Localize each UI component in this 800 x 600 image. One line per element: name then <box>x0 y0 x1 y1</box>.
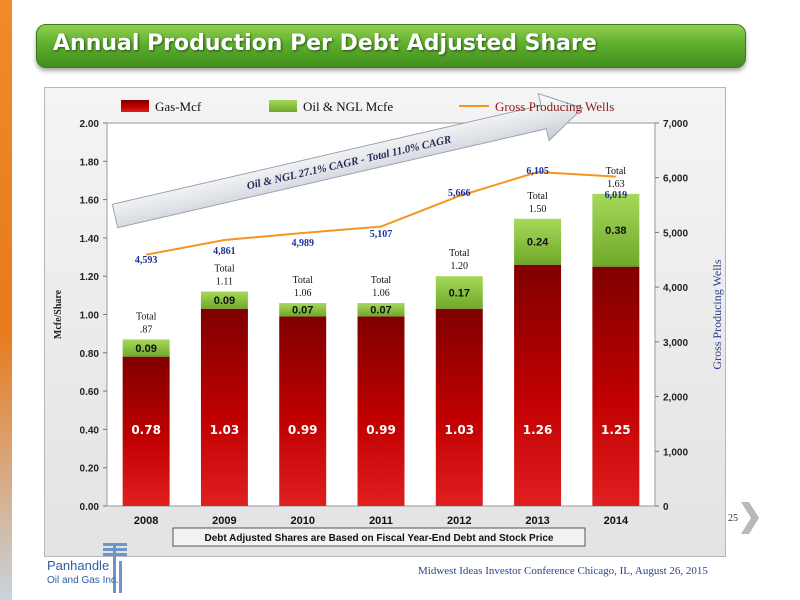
cagr-arrow-shape <box>111 92 584 229</box>
legend-label-oil: Oil & NGL Mcfe <box>303 99 393 114</box>
bar-oil-2011 <box>357 303 405 317</box>
wells-value-label: 4,861 <box>213 246 236 257</box>
bar-oil-2012 <box>435 276 483 309</box>
next-chevron-icon[interactable] <box>738 500 762 536</box>
y2-tick-label: 0 <box>663 502 669 513</box>
logo-text-subtitle: Oil and Gas Inc. <box>47 575 119 586</box>
oil-value-label: 0.09 <box>135 343 156 355</box>
wells-value-label: 6,105 <box>526 166 549 177</box>
total-value-label: .87 <box>140 324 153 335</box>
bar-gas-2013 <box>514 264 562 506</box>
y-tick-label: 0.00 <box>80 502 100 513</box>
y-tick-label: 1.20 <box>80 272 100 283</box>
x-tick-label: 2010 <box>290 515 314 527</box>
total-prefix-label: Total <box>214 264 235 275</box>
y2-tick-label: 3,000 <box>663 338 688 349</box>
legend-swatch-oil <box>269 100 297 112</box>
production-chart: 0.00 0.20 0.40 0.60 0.80 1.00 1.20 1.40 1.60 1.80… <box>53 92 724 547</box>
y2-tick-label: 4,000 <box>663 283 688 294</box>
chart-frame: 0.00 0.20 0.40 0.60 0.80 1.00 1.20 1.40 1.60 1.80… <box>44 87 726 557</box>
total-value-label: 1.06 <box>372 288 390 299</box>
gas-value-label: 0.99 <box>366 423 396 437</box>
oil-value-label: 0.17 <box>449 287 470 299</box>
y2-tick-label: 2,000 <box>663 393 688 404</box>
gas-value-label: 0.99 <box>288 423 318 437</box>
oil-value-label: 0.24 <box>527 237 549 249</box>
y2-axis-title: Gross Producing Wells <box>710 259 724 369</box>
gas-value-label: 0.78 <box>131 423 161 437</box>
total-value-label: 1.20 <box>451 261 469 272</box>
total-prefix-label: Total <box>527 191 548 202</box>
page-number: 25 <box>728 513 738 524</box>
company-logo: Panhandle Oil and Gas Inc. <box>45 543 135 595</box>
oil-value-label: 0.09 <box>214 295 235 307</box>
x-tick-label: 2009 <box>212 515 236 527</box>
y-tick-label: 1.00 <box>80 311 100 322</box>
y-tick-label: 2.00 <box>80 119 100 130</box>
x-tick-label: 2011 <box>369 515 393 527</box>
total-value-label: 1.06 <box>294 288 312 299</box>
gas-value-label: 1.03 <box>444 423 474 437</box>
oil-value-label: 0.07 <box>292 305 313 317</box>
slide-title: Annual Production Per Debt Adjusted Shar… <box>53 31 597 56</box>
title-bar: Annual Production Per Debt Adjusted Shar… <box>36 24 746 68</box>
y2-tick-label: 5,000 <box>663 228 688 239</box>
y-tick-label: 0.80 <box>80 349 100 360</box>
total-value-label: 1.63 <box>607 179 625 190</box>
y-tick-label: 0.40 <box>80 425 100 436</box>
bar-oil-2013 <box>514 218 562 265</box>
bar-gas-2009 <box>200 308 248 506</box>
wells-line <box>145 170 616 256</box>
x-tick-label: 2012 <box>447 515 471 527</box>
bar-oil-2008 <box>122 339 170 357</box>
total-prefix-label: Total <box>371 275 392 286</box>
oil-value-label: 0.07 <box>370 305 391 317</box>
oil-value-label: 0.38 <box>605 225 626 237</box>
footer-conference-text: Midwest Ideas Investor Conference Chicag… <box>418 565 708 577</box>
x-tick-label: 2014 <box>604 515 629 527</box>
gas-value-label: 1.26 <box>523 423 553 437</box>
bar-gas-2012 <box>435 308 483 506</box>
bar-gas-2014 <box>592 266 640 506</box>
logo-text-panhandle: Panhandle <box>47 558 110 573</box>
bar-gas-2010 <box>279 316 327 506</box>
legend-swatch-gas <box>121 100 149 112</box>
legend-label-wells: Gross Producing Wells <box>495 99 614 114</box>
y-axis-title: Mcfe/Share <box>53 289 64 339</box>
total-prefix-label: Total <box>606 166 627 177</box>
legend-label-gas: Gas-Mcf <box>155 99 202 114</box>
bar-gas-2008 <box>122 356 170 506</box>
total-prefix-label: Total <box>293 275 314 286</box>
y-tick-label: 1.60 <box>80 196 100 207</box>
total-prefix-label: Total <box>136 311 157 322</box>
total-value-label: 1.11 <box>216 277 233 288</box>
x-tick-label: 2008 <box>134 515 158 527</box>
wells-value-label: 5,666 <box>448 188 471 199</box>
bar-oil-2014 <box>592 193 640 267</box>
left-accent-stripe <box>0 0 12 600</box>
y2-tick-label: 1,000 <box>663 447 688 458</box>
note-box <box>172 527 586 547</box>
y-tick-label: 0.20 <box>80 464 100 475</box>
y-tick-label: 0.60 <box>80 387 100 398</box>
y-tick-label: 1.80 <box>80 157 100 168</box>
wells-value-label: 4,989 <box>291 238 314 249</box>
total-prefix-label: Total <box>449 248 470 259</box>
bar-oil-2009 <box>200 291 248 309</box>
wells-value-label: 5,107 <box>370 229 393 240</box>
wells-value-label: 4,593 <box>135 255 158 266</box>
wells-value-label: 6,019 <box>605 190 628 201</box>
y-tick-label: 1.40 <box>80 234 100 245</box>
bar-oil-2010 <box>279 303 327 317</box>
gas-value-label: 1.03 <box>210 423 240 437</box>
logo-mark-icon <box>103 543 127 593</box>
y2-tick-label: 7,000 <box>663 119 688 130</box>
y2-tick-label: 6,000 <box>663 174 688 185</box>
note-text: Debt Adjusted Shares are Based on Fiscal… <box>204 533 553 544</box>
bar-gas-2011 <box>357 316 405 506</box>
gas-value-label: 1.25 <box>601 423 631 437</box>
total-value-label: 1.50 <box>529 204 547 215</box>
x-tick-label: 2013 <box>525 515 549 527</box>
